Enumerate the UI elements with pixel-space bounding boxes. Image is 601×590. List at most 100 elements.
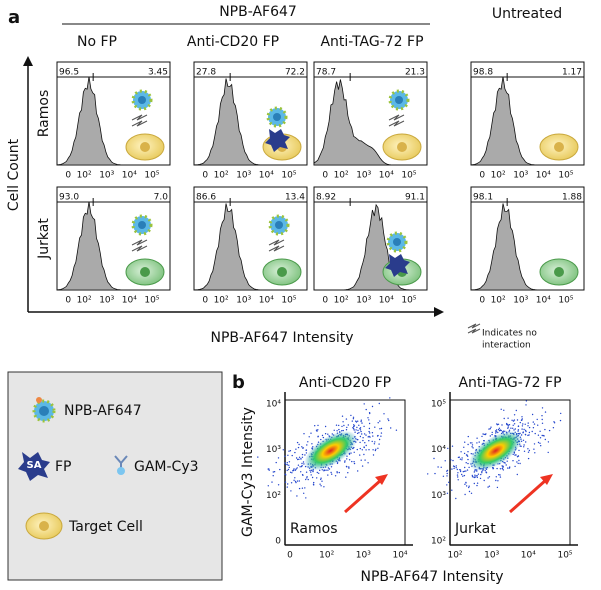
scatter-dot (522, 431, 524, 433)
scatter-dot (476, 437, 478, 439)
scatter-dot (374, 441, 376, 443)
scatter-dot (533, 423, 536, 425)
scatter-dot (321, 480, 323, 482)
gate-percent: 27.8 (196, 68, 216, 78)
scatter-dot (523, 450, 526, 452)
scatter-dot (295, 481, 297, 484)
scatter-dot (359, 435, 362, 438)
cell-nucleus (140, 142, 150, 152)
cell-nucleus (140, 267, 150, 277)
scatter-dot (467, 443, 469, 446)
scatter-dot (522, 423, 524, 425)
scatter-dot (341, 430, 343, 432)
scatter-dot (295, 457, 298, 459)
scatter-dot (303, 492, 305, 494)
scatter-dot (342, 429, 344, 432)
scatter-dot (309, 469, 311, 472)
x-tick-label: 10⁴ (536, 296, 551, 306)
scatter-dot (361, 422, 363, 424)
scatter-dot (380, 435, 382, 437)
scatter-dot (346, 466, 348, 468)
scatter-dot (348, 459, 351, 461)
scatter-dot (296, 480, 299, 482)
x-tick-label: 10² (77, 296, 92, 306)
scatter-dot (461, 457, 463, 459)
scatter-dot (377, 447, 379, 449)
gate-percent: 1.88 (562, 193, 582, 203)
scatter-dot (444, 460, 446, 462)
scatter-dot (451, 489, 453, 491)
gate-percent: 13.4 (285, 193, 305, 203)
scatter-dot (512, 424, 514, 426)
gate-percent: 86.6 (196, 193, 216, 203)
scatter-dot (373, 443, 376, 445)
scatter-dot (286, 464, 289, 466)
scatter-dot (487, 477, 489, 479)
scatter-dot (296, 495, 298, 497)
scatter-dot (527, 451, 530, 453)
scatter-dot (303, 433, 305, 435)
scatter-dot (285, 474, 287, 476)
scatter-dot (539, 430, 541, 432)
scatter-dot (494, 430, 497, 432)
scatter-dot (374, 426, 376, 428)
scatter-dot (286, 469, 288, 472)
x-tick-label: 10³ (99, 296, 114, 306)
scatter-dot (367, 462, 369, 464)
scatter-dot (501, 424, 503, 426)
npb-core (273, 113, 281, 121)
gate-percent: 98.8 (473, 68, 493, 78)
x-tick-label: 10² (214, 171, 229, 181)
scatter-dot (314, 425, 316, 427)
scatter-dot (523, 446, 525, 448)
scatter-dot (356, 448, 358, 451)
scatter-dot (463, 470, 466, 472)
scatter-dot (476, 470, 478, 472)
scatter-dot (290, 490, 292, 492)
scatter-dot (305, 452, 308, 454)
scatter-dot (347, 472, 349, 474)
gate-percent: 93.0 (59, 193, 79, 203)
x-tick-label: 0 (479, 171, 485, 181)
y-axis-label: GAM-Cy3 Intensity (240, 407, 256, 537)
scatter-dot (498, 427, 501, 429)
scatter-dot (322, 436, 325, 439)
scatter-dot (371, 432, 374, 434)
scatter-dot (304, 487, 306, 489)
scatter-dot (378, 438, 381, 441)
histogram (314, 203, 427, 291)
y-tick-label: 0 (275, 537, 281, 547)
column-title: No FP (77, 34, 117, 50)
scatter-dot (306, 476, 308, 478)
scatter-dot (298, 480, 300, 482)
scatter-dot (523, 444, 525, 446)
scatter-dot (503, 417, 505, 420)
scatter-dot (357, 429, 359, 432)
scatter-dot (298, 487, 301, 490)
gate-percent: 72.2 (285, 68, 305, 78)
scatter-dot (350, 414, 352, 417)
scatter-dot (446, 484, 448, 486)
scatter-dot (470, 453, 472, 455)
scatter-dot (511, 419, 513, 421)
scatter-dot (462, 475, 464, 477)
x-tick-label: 10² (334, 171, 349, 181)
scatter-dot (528, 426, 531, 429)
plot-title: Anti-CD20 FP (299, 375, 391, 391)
scatter-dot (368, 412, 371, 414)
x-tick-label: 10² (319, 551, 334, 561)
scatter-dot (528, 449, 531, 452)
scatter-dot (293, 468, 295, 470)
scatter-dot (513, 419, 516, 421)
scatter-dot (468, 486, 470, 489)
scatter-dot (360, 420, 362, 423)
scatter-dot (434, 472, 436, 475)
scatter-dot (448, 481, 450, 483)
scatter-dot (336, 430, 338, 432)
x-tick-label: 10³ (356, 171, 371, 181)
scatter-dot (488, 428, 490, 430)
scatter-dot (374, 449, 377, 452)
scatter-dot (390, 427, 392, 429)
scatter-dot (483, 433, 485, 436)
scatter-dot (447, 447, 449, 450)
